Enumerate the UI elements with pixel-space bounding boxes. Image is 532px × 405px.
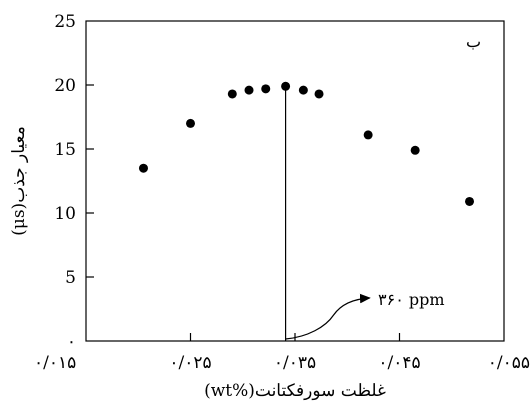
peak-annotation-label: ۳۶۰ ppm <box>378 290 445 309</box>
data-point <box>227 89 237 99</box>
x-tick-label: ۰/۰۱۵ <box>34 353 76 373</box>
data-point <box>186 118 195 128</box>
data-point <box>410 145 420 155</box>
data-point <box>281 81 291 91</box>
data-point <box>314 89 324 99</box>
y-tick-label: 10 <box>54 204 76 224</box>
y-axis-ticks: ۰ 5 10 15 20 25 <box>54 12 94 352</box>
y-tick-label: 20 <box>54 76 76 96</box>
x-axis-title: غلظت سورفکتانت(%wt) <box>204 381 386 401</box>
x-tick-label: ۰/۰۳۵ <box>274 353 316 373</box>
peak-arrow <box>285 293 371 340</box>
x-tick-label: ۰/۰۵۵ <box>488 353 530 373</box>
data-points <box>138 81 475 206</box>
y-tick-label: ۰ <box>67 332 76 352</box>
x-tick-label: ۰/۰۴۵ <box>378 353 420 373</box>
data-point <box>363 130 373 140</box>
data-point <box>261 84 271 94</box>
y-tick-label: 15 <box>54 140 76 160</box>
y-tick-label: 5 <box>65 268 76 288</box>
data-point <box>244 85 254 95</box>
y-axis-title: معیار جذب(μs) <box>9 126 29 236</box>
data-point <box>138 163 148 173</box>
x-tick-label: ۰/۰۲۵ <box>169 353 211 373</box>
data-point <box>298 85 308 95</box>
y-tick-label: 25 <box>54 12 76 32</box>
data-point <box>465 196 475 206</box>
panel-label: ب <box>466 32 481 51</box>
x-axis-ticks: ۰/۰۱۵ ۰/۰۲۵ ۰/۰۳۵ ۰/۰۴۵ ۰/۰۵۵ <box>34 333 530 373</box>
peak-annotation: ۳۶۰ ppm <box>284 86 445 341</box>
